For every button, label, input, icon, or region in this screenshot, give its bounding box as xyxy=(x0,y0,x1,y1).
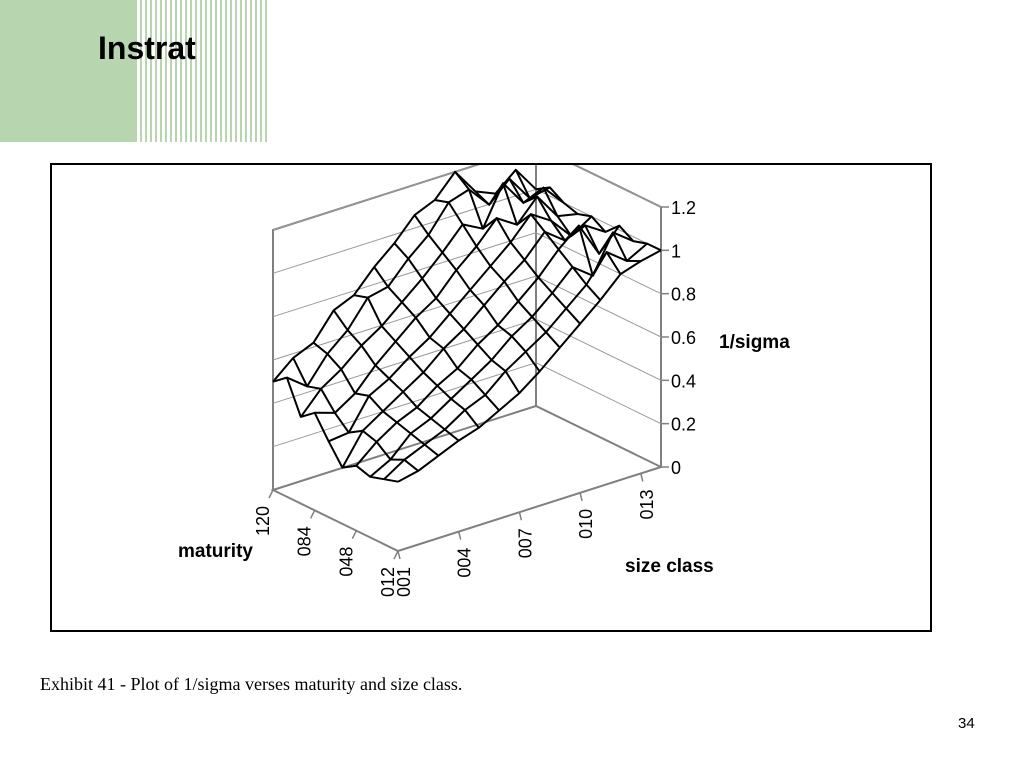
size-class-tick-label: 007 xyxy=(515,528,535,558)
surface-line-size-class xyxy=(434,199,561,349)
surface-line-maturity xyxy=(369,231,634,478)
surface-line-size-class xyxy=(353,294,480,429)
z-axis-title: 1/sigma xyxy=(719,332,790,353)
size-class-tick-label: 010 xyxy=(576,509,596,539)
maturity-tick-label: 084 xyxy=(295,526,315,556)
z-tick-label: 0 xyxy=(671,458,681,478)
z-tick-label: 1 xyxy=(671,241,681,261)
surface-line-size-class xyxy=(312,341,440,457)
surface-line-maturity xyxy=(341,224,606,469)
page-number: 34 xyxy=(958,715,975,732)
z-gridline xyxy=(272,362,662,448)
figure-caption: Exhibit 41 - Plot of 1/sigma verses matu… xyxy=(40,674,463,694)
size-class-tick-mark xyxy=(397,550,401,560)
surface-line-size-class xyxy=(292,357,419,472)
maturity-tick-mark xyxy=(393,550,399,560)
z-gridline xyxy=(272,165,662,231)
surface-line-size-class xyxy=(332,309,460,442)
z-gridline xyxy=(272,232,662,318)
surface-chart: 0 0.2 0.4 0.6 0.8 1 1.2 001 004 007 010 013 012 048 08… xyxy=(178,165,790,597)
surface-line-size-class xyxy=(272,376,399,483)
surface-line-size-class xyxy=(514,169,641,263)
surface-line-size-class xyxy=(454,171,581,325)
size-class-tick-mark xyxy=(579,492,583,502)
surface-line-maturity xyxy=(314,195,578,414)
maturity-tick-label: 120 xyxy=(253,506,273,536)
size-class-tick-mark xyxy=(518,512,523,521)
maturity-tick-mark xyxy=(351,530,358,540)
z-tick-label: 0.6 xyxy=(671,328,696,348)
z-tick-label: 1.2 xyxy=(671,198,696,218)
maturity-tick-label: 012 xyxy=(378,567,398,597)
header-decoration-stripes xyxy=(135,0,270,142)
z-tick-label: 0.4 xyxy=(671,371,696,391)
chart-gridlines xyxy=(268,165,669,560)
maturity-tick-mark xyxy=(309,509,316,519)
header-decoration-block xyxy=(0,0,135,142)
slide-title: Instrat xyxy=(98,30,196,66)
surface-line-maturity xyxy=(397,249,662,483)
z-gridline xyxy=(272,318,662,404)
size-class-tick-label: 001 xyxy=(394,567,414,597)
size-class-tick-label: 004 xyxy=(455,548,475,578)
chart-labels: 0 0.2 0.4 0.6 0.8 1 1.2 001 004 007 010 013 012 048 08… xyxy=(178,198,790,597)
maturity-axis-title: maturity xyxy=(178,541,253,562)
size-class-tick-mark xyxy=(457,531,462,540)
surface-line-size-class xyxy=(373,266,500,412)
surface-line-size-class xyxy=(535,186,662,252)
maturity-tick-mark xyxy=(268,489,274,499)
surface-line-size-class xyxy=(494,177,622,277)
surface-line-maturity xyxy=(299,182,565,418)
z-tick-label: 0.8 xyxy=(671,285,696,305)
z-tick-label: 0.2 xyxy=(671,415,696,435)
size-class-tick-mark xyxy=(640,473,644,482)
surface-line-size-class xyxy=(413,214,541,372)
maturity-tick-label: 048 xyxy=(336,547,356,577)
z-gridline xyxy=(272,275,662,361)
size-class-tick-label: 013 xyxy=(637,489,657,519)
surface-mesh xyxy=(272,168,662,483)
surface-line-size-class xyxy=(393,242,521,394)
chart-frame: 0 0.2 0.4 0.6 0.8 1 1.2 001 004 007 010 013 012 048 08… xyxy=(50,163,932,632)
surface-line-maturity xyxy=(272,168,537,383)
surface-line-maturity xyxy=(328,213,593,443)
size-class-axis-title: size class xyxy=(625,556,714,577)
z-gridline xyxy=(272,188,662,274)
